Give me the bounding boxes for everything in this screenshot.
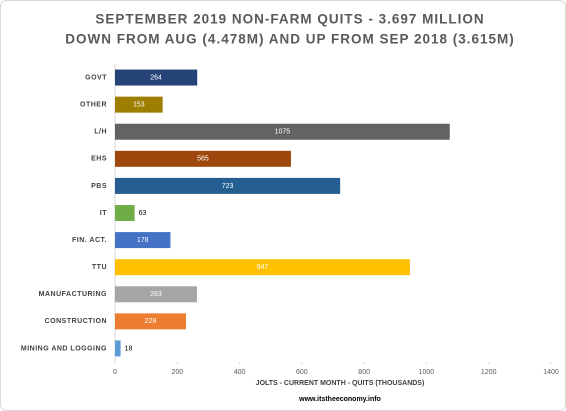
x-axis-label: JOLTS - CURRENT MONTH - QUITS (THOUSANDS… (256, 380, 425, 387)
bar (115, 69, 198, 86)
y-tick-label: MINING AND LOGGING (21, 345, 107, 352)
y-tick-label: IT (100, 210, 107, 217)
bar (115, 96, 163, 113)
x-tick-label: 1000 (419, 369, 435, 376)
y-tick-label: EHS (91, 156, 107, 163)
source: www.itstheeconomy.info (298, 396, 381, 403)
bar (115, 286, 197, 303)
y-tick-label: FIN. ACT. (72, 237, 107, 244)
bar (115, 313, 187, 330)
bar (115, 340, 121, 357)
bar (115, 123, 450, 140)
value-label: 228 (145, 318, 157, 325)
y-tick-label: MANUFACTURING (39, 291, 107, 298)
value-label: 178 (137, 237, 149, 244)
x-tick-label: 200 (171, 369, 183, 376)
chart-title: SEPTEMBER 2019 NON-FARM QUITS - 3.697 MI… (95, 12, 484, 27)
value-label: 263 (150, 291, 162, 298)
value-label: 153 (133, 101, 145, 108)
value-label: 1075 (275, 129, 291, 136)
value-label: 264 (150, 74, 162, 81)
chart-title: DOWN FROM AUG (4.478M) AND UP FROM SEP 2… (65, 32, 515, 47)
y-tick-label: L/H (94, 129, 107, 136)
x-tick-label: 400 (234, 369, 246, 376)
value-label: 63 (139, 210, 147, 217)
y-tick-label: OTHER (80, 101, 107, 108)
y-tick-label: CONSTRUCTION (45, 318, 107, 325)
x-tick-label: 1400 (543, 369, 559, 376)
x-tick-label: 600 (296, 369, 308, 376)
y-tick-label: GOVT (85, 74, 107, 81)
value-label: 565 (197, 156, 209, 163)
value-label: 723 (222, 183, 234, 190)
bar (115, 232, 171, 249)
x-tick-label: 800 (358, 369, 370, 376)
y-tick-label: TTU (92, 264, 107, 271)
bar (115, 177, 341, 194)
x-tick-label: 0 (113, 369, 117, 376)
value-label: 18 (125, 345, 133, 352)
bar (115, 205, 135, 221)
x-tick-label: 1200 (481, 369, 497, 376)
y-tick-label: PBS (91, 183, 107, 190)
bar (115, 259, 410, 276)
value-label: 947 (257, 264, 269, 271)
bar (115, 150, 291, 167)
